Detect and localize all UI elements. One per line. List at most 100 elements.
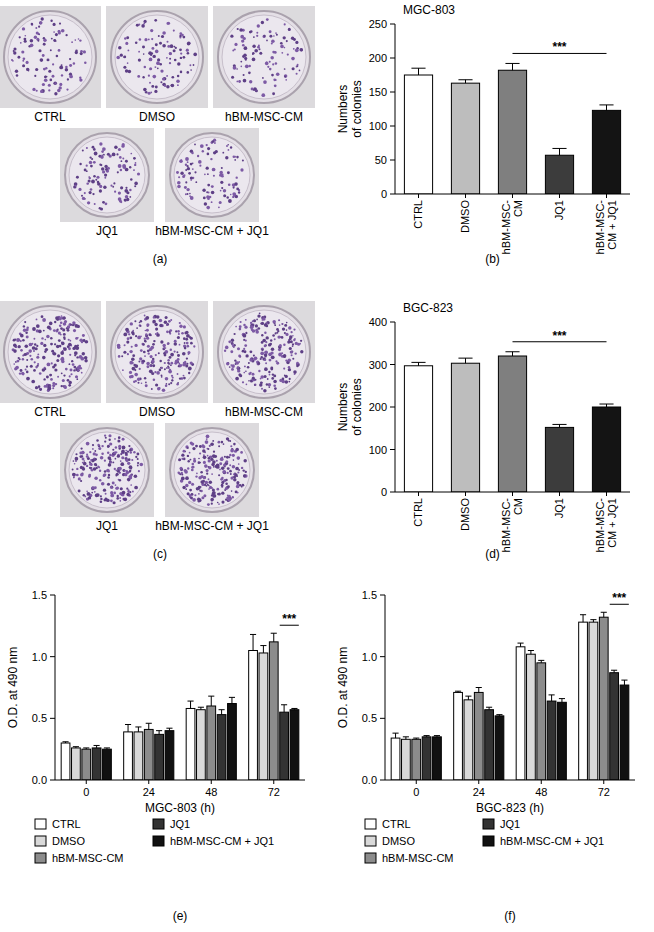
colony	[125, 453, 128, 456]
colony	[174, 340, 177, 343]
colony	[190, 69, 192, 71]
colony	[231, 76, 234, 79]
colony	[231, 490, 233, 492]
colony	[61, 74, 63, 76]
colony	[215, 150, 218, 153]
error-line	[159, 731, 160, 735]
colony	[252, 329, 256, 333]
colony	[15, 70, 18, 73]
colony	[126, 36, 129, 39]
colony	[105, 437, 107, 439]
colony	[30, 39, 34, 43]
colony	[188, 172, 191, 175]
colony	[73, 329, 76, 332]
colony	[229, 470, 232, 473]
colony	[110, 499, 113, 502]
bar	[197, 710, 206, 780]
colony	[237, 369, 240, 372]
y-tick	[390, 126, 395, 127]
x-axis	[55, 780, 305, 781]
colony	[243, 79, 247, 83]
colony	[211, 185, 214, 188]
colony	[125, 458, 128, 461]
colony	[55, 40, 57, 42]
colony	[205, 481, 208, 484]
colony	[115, 474, 117, 476]
colony	[119, 156, 122, 159]
colony	[76, 474, 79, 477]
colony	[52, 387, 54, 389]
colony	[190, 361, 193, 364]
error-bar	[552, 148, 566, 155]
colony	[63, 347, 67, 351]
colony	[264, 350, 268, 354]
colony	[259, 52, 262, 55]
colony	[252, 373, 255, 376]
colony	[156, 315, 159, 318]
colony	[122, 491, 126, 495]
colony	[213, 494, 217, 498]
colony	[139, 322, 141, 324]
dish	[60, 128, 154, 222]
colony	[52, 384, 55, 387]
colony	[41, 337, 43, 339]
colony	[110, 185, 112, 187]
bar	[259, 653, 268, 780]
colony	[167, 22, 170, 25]
colony	[206, 434, 210, 438]
colony	[240, 168, 243, 171]
colony	[234, 182, 238, 186]
colony	[230, 473, 232, 475]
colony	[59, 86, 62, 89]
colony	[149, 364, 152, 367]
colony	[58, 49, 61, 52]
colony	[288, 28, 291, 31]
colony	[190, 196, 194, 200]
colony	[129, 477, 132, 480]
photo-bg	[213, 6, 315, 108]
legend-swatch	[35, 819, 46, 829]
colony	[39, 21, 42, 24]
colony	[146, 329, 149, 332]
colony	[145, 341, 147, 343]
colony	[286, 40, 288, 42]
colony	[43, 378, 45, 380]
colony	[127, 337, 130, 340]
colony	[54, 92, 57, 95]
error-cap	[271, 633, 277, 634]
colony	[198, 160, 202, 164]
colony	[180, 71, 183, 74]
colony	[21, 50, 24, 53]
colony	[254, 384, 256, 386]
colony	[211, 140, 214, 143]
colony	[134, 373, 138, 377]
colony	[270, 56, 274, 60]
colony	[194, 144, 196, 146]
colony	[166, 330, 169, 333]
colony	[202, 480, 205, 483]
colony	[82, 339, 85, 342]
error-bar	[458, 80, 472, 83]
colony	[166, 85, 169, 88]
colony	[150, 29, 153, 32]
colony	[250, 30, 253, 32]
colony	[65, 34, 67, 36]
y-tick	[50, 718, 55, 719]
colony	[137, 75, 140, 78]
colony	[274, 338, 276, 340]
error-bar	[599, 105, 613, 110]
colony	[16, 338, 20, 342]
colony	[42, 318, 46, 322]
colony	[220, 457, 224, 461]
grouped-bar-chart: O.D. at 490 nm0.00.51.01.50244872MGC-803…	[6, 589, 305, 923]
error-line	[221, 710, 222, 715]
colony	[208, 488, 210, 490]
photo-bg	[106, 6, 208, 108]
bars	[404, 352, 620, 492]
colony	[146, 323, 149, 326]
colony	[223, 471, 227, 475]
colony	[132, 354, 135, 357]
colony	[48, 89, 50, 91]
colony	[203, 455, 207, 459]
colony	[202, 445, 205, 448]
